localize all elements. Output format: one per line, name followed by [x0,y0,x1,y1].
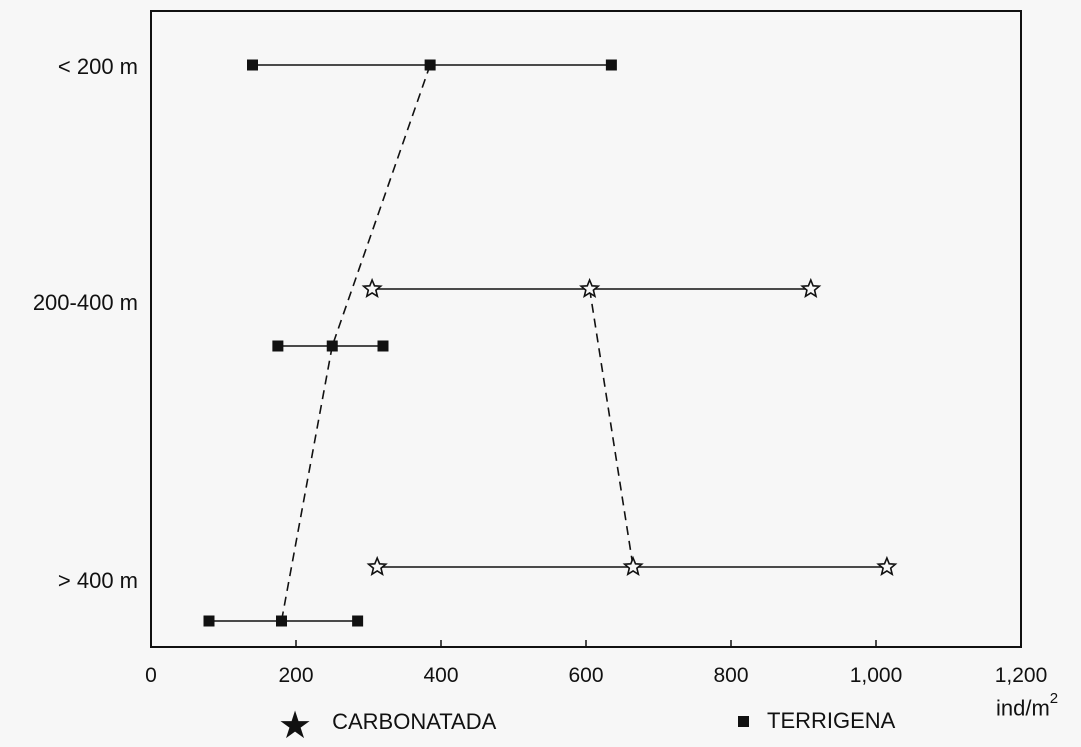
x-tick-label: 200 [278,664,313,687]
terrigena-point [605,59,617,71]
x-tick-label: 800 [713,664,748,687]
terrigena-point [272,340,284,352]
terrigena-point [203,615,215,627]
legend-terrigena-label: TERRIGENA [767,708,896,733]
mean-connectors [280,64,634,622]
y-category-label: < 200 m [58,54,138,79]
legend-terrigena: TERRIGENA [738,708,895,734]
mean-connector [280,345,334,622]
terrigena-point [276,615,287,627]
x-axis-unit-label: ind/m2 [996,690,1059,721]
x-tick-label: 400 [423,664,458,687]
square-icon [738,715,749,727]
range-lines [209,64,887,622]
x-tick-label: 0 [145,664,157,687]
terrigena-point [352,615,364,627]
carbonatada-point [800,277,822,299]
x-axis-ticks: 0 200 400 600 800 1,000 1,200 [145,640,1047,687]
y-category-label: > 400 m [58,568,138,593]
carbonatada-point [361,277,383,299]
legend-carbonatada-label: CARBONATADA [332,709,497,734]
markers [203,59,898,627]
plot-area [150,10,1022,648]
x-tick-label: 1,000 [850,664,903,687]
carbonatada-point [579,277,601,299]
carbonatada-point [622,555,644,577]
terrigena-point [326,340,338,352]
terrigena-point [424,59,436,71]
mean-connector [331,64,431,347]
legend-carbonatada: ★ CARBONATADA [278,703,497,745]
x-tick-label: 600 [568,664,603,687]
carbonatada-point [876,555,898,577]
mean-connector [588,288,634,568]
star-icon: ★ [278,705,313,747]
y-axis-labels: < 200 m 200-400 m > 400 m [33,54,138,593]
terrigena-point [247,59,258,71]
y-category-label: 200-400 m [33,290,138,315]
carbonatada-point [366,555,388,577]
terrigena-point [377,340,389,352]
x-tick-label: 1,200 [995,664,1048,687]
